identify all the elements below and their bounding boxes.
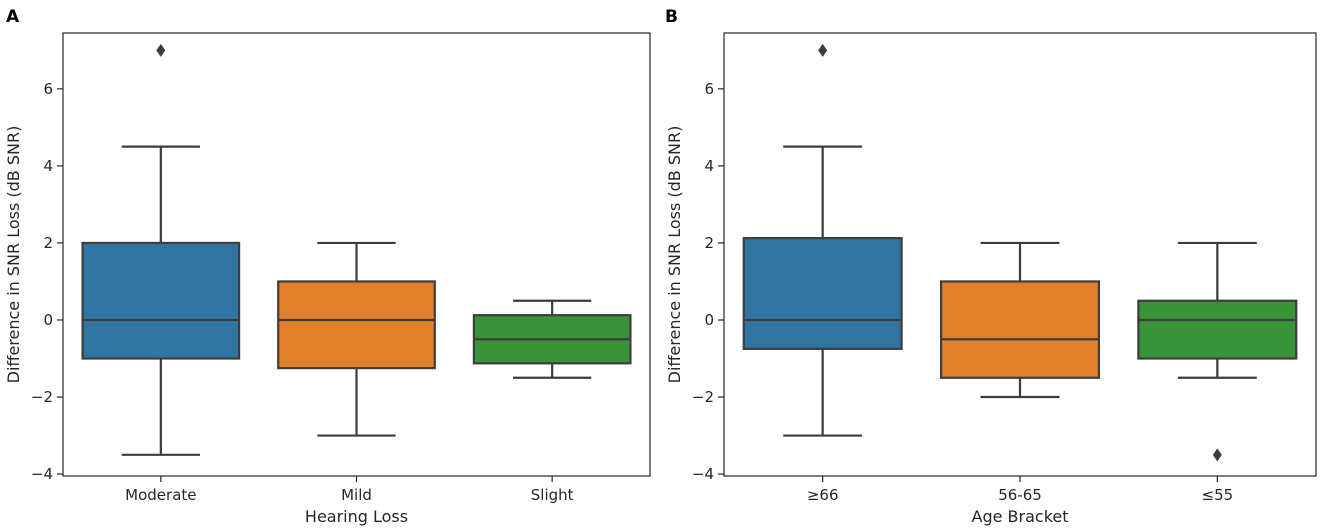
x-tick-label: ≥66 xyxy=(807,486,839,504)
y-tick-label: 2 xyxy=(704,234,714,252)
axes-frame xyxy=(62,32,651,477)
x-tick-label: 56-65 xyxy=(998,486,1042,504)
x-tick-label: Mild xyxy=(341,486,372,504)
y-tick-label: −2 xyxy=(31,388,53,406)
box-0 xyxy=(742,43,903,437)
box-body xyxy=(939,280,1101,379)
x-tick-label: ≤55 xyxy=(1202,486,1234,504)
panel-letter: B xyxy=(665,7,678,27)
outlier-point xyxy=(818,43,828,57)
y-tick-label: −4 xyxy=(692,465,714,483)
box-2 xyxy=(1137,241,1298,462)
y-axis-label: Difference in SNR Loss (dB SNR) xyxy=(4,126,23,384)
y-axis-label: Difference in SNR Loss (dB SNR) xyxy=(665,126,684,384)
outlier-point xyxy=(156,43,166,57)
panel-b: B ≥66 56-65 ≤55 −4 −2 0 2 4 6 Age Bracket Differenc… xyxy=(665,7,1317,526)
box-body xyxy=(277,280,436,370)
y-tick-label: 6 xyxy=(43,80,53,98)
y-tick-label: 2 xyxy=(43,234,53,252)
y-tick-label: 4 xyxy=(43,157,53,175)
x-tick-label: Moderate xyxy=(125,486,196,504)
y-tick-label: 0 xyxy=(43,311,53,329)
box-0 xyxy=(81,43,241,456)
y-tick-label: 0 xyxy=(704,311,714,329)
panel-letter: A xyxy=(6,7,20,27)
panel-a: A Moderate Mild Slight −4 −2 0 2 4 6 Hearing Loss D… xyxy=(4,7,651,526)
y-tick-label: −2 xyxy=(692,388,714,406)
x-axis-label: Hearing Loss xyxy=(305,507,408,526)
axes-frame xyxy=(723,32,1317,477)
box-2 xyxy=(472,299,632,379)
y-tick-label: 4 xyxy=(704,157,714,175)
x-axis-label: Age Bracket xyxy=(972,507,1069,526)
box-body xyxy=(81,241,241,360)
box-1 xyxy=(277,241,436,437)
box-body xyxy=(742,237,903,350)
box-1 xyxy=(939,241,1101,399)
outlier-point xyxy=(1212,448,1222,462)
box-body xyxy=(1137,299,1298,360)
y-tick-label: −4 xyxy=(31,465,53,483)
y-tick-label: 6 xyxy=(704,80,714,98)
x-tick-label: Slight xyxy=(531,486,574,504)
